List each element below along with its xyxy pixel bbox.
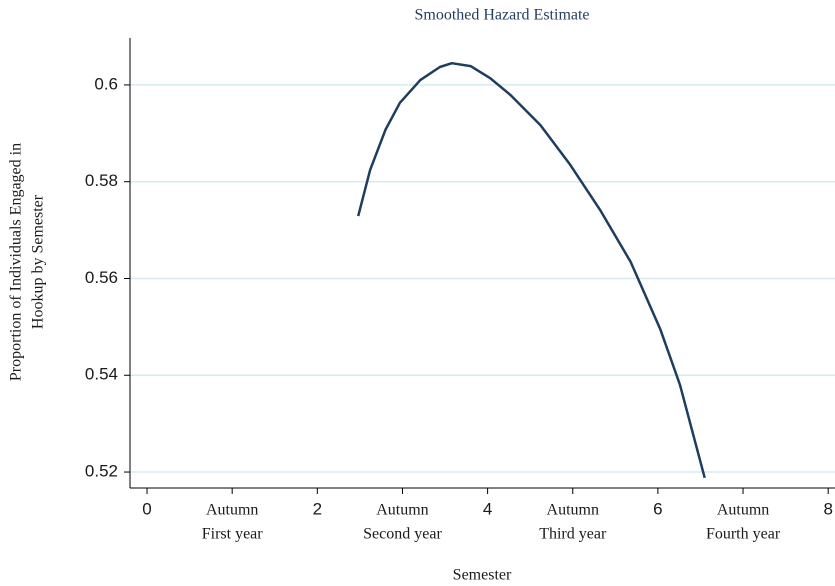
line-series <box>356 61 706 479</box>
y-axis-label-line: Hookup by Semester <box>30 194 47 329</box>
y-tick-label: 0.56 <box>85 268 118 287</box>
chart-title: Smoothed Hazard Estimate <box>414 7 589 24</box>
x-tick-label: Third year <box>539 526 607 543</box>
x-tick-label: 6 <box>653 499 662 518</box>
x-tick-label: Autumn <box>206 502 258 519</box>
x-axis-label: Semester <box>453 567 512 584</box>
y-tick-label: 0.58 <box>85 171 118 190</box>
x-tick-label: 4 <box>483 499 492 518</box>
y-axis-label-line: Proportion of Individuals Engaged in <box>8 143 25 381</box>
y-axis-label: Proportion of Individuals Engaged in Hoo… <box>8 143 47 381</box>
x-tick-label: 0 <box>142 499 151 518</box>
y-tick-label: 0.54 <box>85 365 118 384</box>
x-tick-label: Second year <box>363 526 442 543</box>
x-tick-label: 8 <box>823 499 832 518</box>
y-tick-label: 0.6 <box>94 74 118 93</box>
x-tick-label: Autumn <box>547 502 599 519</box>
x-tick-label: Autumn <box>717 502 769 519</box>
y-tick-label: 0.52 <box>85 462 118 481</box>
x-tick-label: 2 <box>313 499 322 518</box>
x-tick-label: First year <box>202 526 264 543</box>
x-tick-label: Autumn <box>376 502 428 519</box>
x-tick-label: Fourth year <box>706 526 781 543</box>
